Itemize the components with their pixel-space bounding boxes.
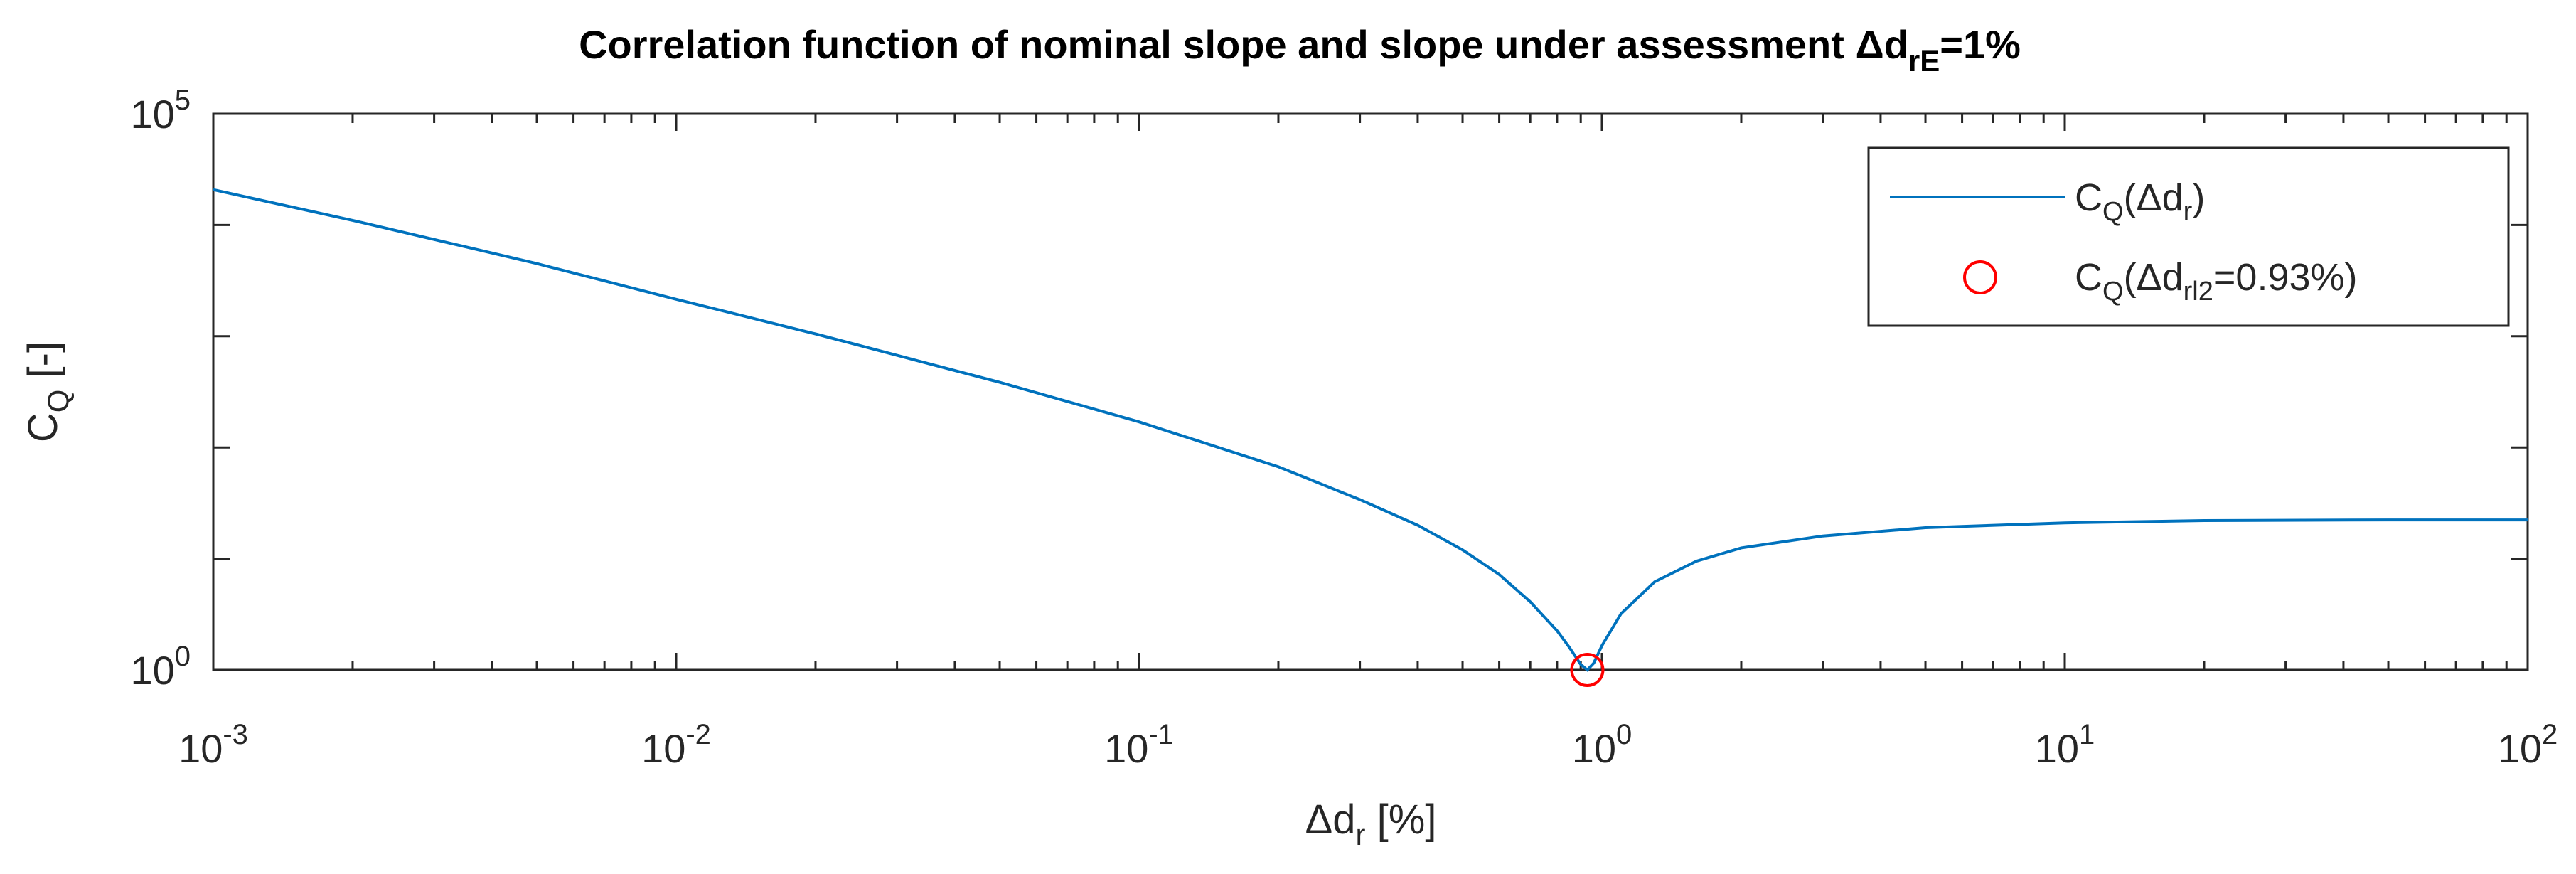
legend-entry-marker: CQ(Δdrl2=0.93%) (2075, 256, 2358, 307)
chart-title-sub: rE (1908, 44, 1940, 78)
y-tick-label-exponent: 5 (175, 85, 191, 116)
series-line-cq (213, 188, 2528, 672)
x-tick-label-base: 10 (2498, 726, 2542, 771)
x-tick-label-base: 10 (641, 726, 685, 771)
axis-ticks (212, 114, 2529, 671)
y-axis-label-suffix: [-] (20, 341, 66, 390)
y-axis-label-main: C (20, 412, 66, 442)
legend-marker-label-main: C (2075, 256, 2102, 299)
x-axis-label: Δdr [%] (1305, 796, 1437, 851)
y-tick-label-exponent: 0 (175, 641, 191, 672)
x-axis-label-sub: r (1356, 818, 1366, 851)
x-tick-label-base: 10 (178, 726, 223, 771)
chart-title-main: Correlation function of nominal slope an… (579, 22, 1908, 67)
chart-title-suffix: =1% (1940, 22, 2021, 67)
x-tick-label: 10-2 (641, 719, 711, 771)
legend-line-label-sub: Q (2102, 197, 2124, 227)
x-axis-label-suffix: [%] (1366, 796, 1437, 843)
y-tick-label: 100 (130, 641, 191, 693)
y-axis-label: CQ [-] (20, 341, 75, 442)
legend-line-label-main: C (2075, 176, 2102, 219)
legend-marker-label-mid: (Δd (2124, 256, 2184, 299)
legend-line-label-mid: (Δd (2124, 176, 2184, 219)
x-tick-label-exponent: 2 (2542, 719, 2558, 750)
x-tick-label: 101 (2035, 719, 2095, 771)
x-tick-label-exponent: -1 (1148, 719, 1174, 750)
x-axis-label-main: Δd (1305, 796, 1356, 843)
chart-title: Correlation function of nominal slope an… (579, 22, 2021, 78)
x-tick-label-exponent: 1 (2079, 719, 2095, 750)
legend-line-label-end: ) (2192, 176, 2205, 219)
x-tick-label: 10-3 (178, 719, 248, 771)
series-marker-minimum (1570, 653, 1605, 687)
legend-entry-line: CQ(Δdr) (2075, 176, 2205, 227)
x-tick-label-base: 10 (1572, 726, 1616, 771)
x-tick-label: 100 (1572, 719, 1632, 771)
x-tick-label-exponent: -3 (223, 719, 248, 750)
y-tick-label: 105 (130, 85, 191, 137)
legend-marker-label-sub: Q (2102, 277, 2124, 307)
x-tick-label: 102 (2498, 719, 2558, 771)
legend-box (1867, 146, 2510, 327)
y-tick-label-base: 10 (130, 92, 174, 137)
legend-marker-swatch (1963, 260, 1997, 294)
x-tick-label-base: 10 (1104, 726, 1148, 771)
legend-line-label-sub2: r (2184, 197, 2193, 227)
legend: CQ(Δdr) CQ(Δdrl2=0.93%) (1867, 146, 2510, 327)
y-axis-label-sub: Q (41, 390, 75, 413)
x-tick-label-base: 10 (2035, 726, 2079, 771)
x-tick-label-exponent: -2 (685, 719, 711, 750)
legend-marker-label-end: =0.93%) (2213, 256, 2358, 299)
legend-marker-label-sub2: rl2 (2184, 277, 2213, 307)
y-tick-label-base: 10 (130, 648, 174, 693)
x-tick-label: 10-1 (1104, 719, 1174, 771)
x-tick-label-exponent: 0 (1616, 719, 1632, 750)
